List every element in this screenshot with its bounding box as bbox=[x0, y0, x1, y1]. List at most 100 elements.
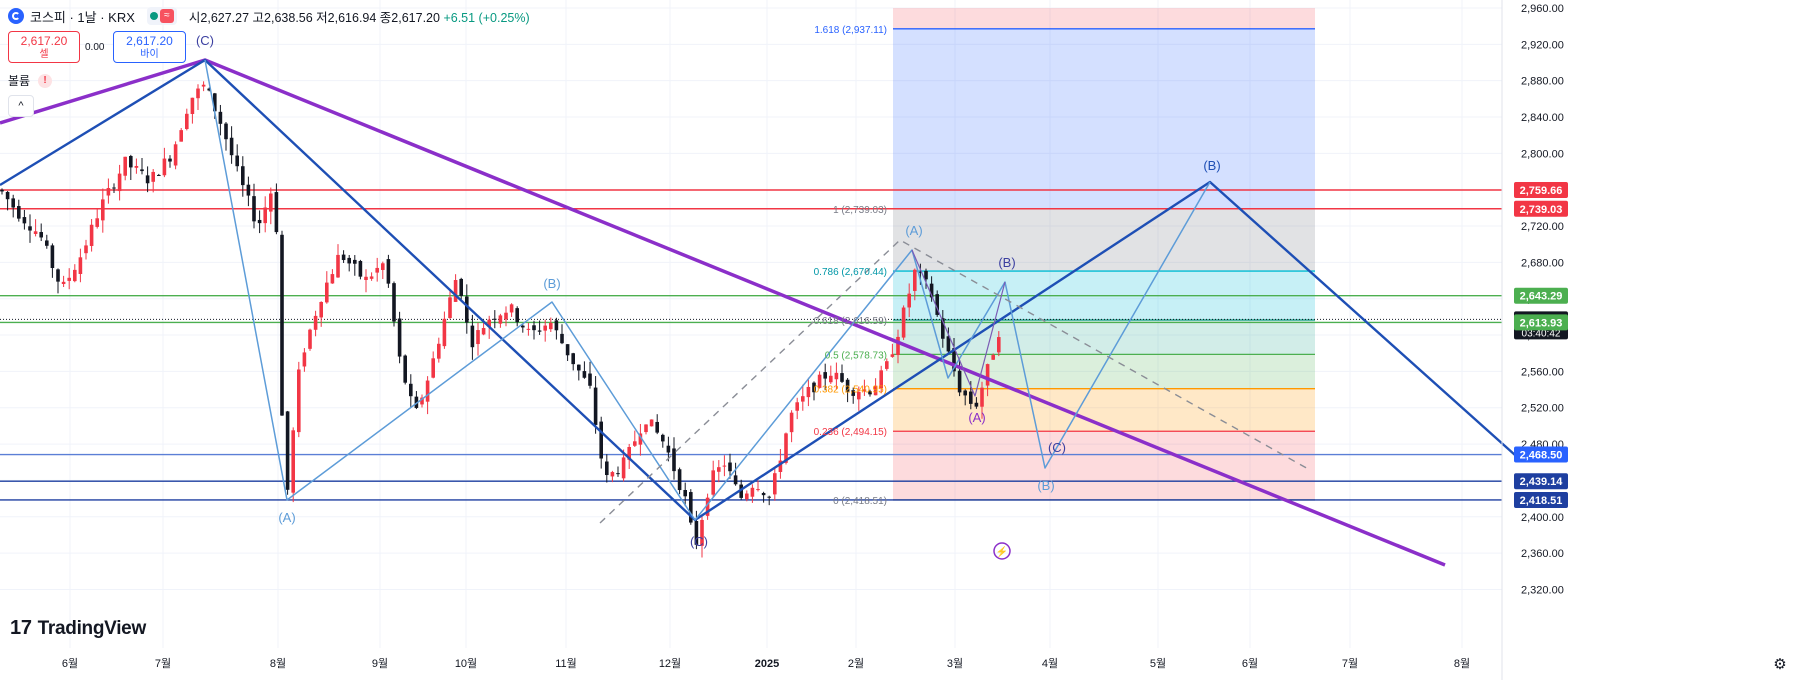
buy-button[interactable]: 2,617.20 바이 bbox=[113, 31, 186, 63]
countdown-label: 03:40:42 bbox=[1522, 328, 1561, 339]
tradingview-mark-icon: 17 bbox=[10, 617, 32, 639]
candle-body bbox=[761, 492, 766, 496]
candle-body bbox=[269, 193, 273, 212]
candle-body bbox=[997, 337, 1001, 353]
candle-body bbox=[913, 269, 917, 291]
candle-body bbox=[336, 254, 340, 278]
candle-body bbox=[537, 330, 542, 332]
fib-level-label: 0.5 (2,578.73) bbox=[825, 350, 887, 361]
time-tick-label: 8월 bbox=[270, 657, 286, 670]
candle-body bbox=[963, 390, 967, 396]
candle-body bbox=[627, 447, 631, 460]
collapse-button[interactable]: ^ bbox=[8, 95, 34, 117]
price-label-box bbox=[1514, 491, 1568, 508]
sell-button[interactable]: 2,617.20 셀 bbox=[8, 31, 80, 63]
candle-body bbox=[302, 352, 307, 367]
candle-body bbox=[5, 191, 10, 200]
candle-body bbox=[817, 374, 822, 388]
candle-body bbox=[347, 257, 351, 264]
price-label-box bbox=[1514, 473, 1568, 490]
time-tick-label: 11월 bbox=[555, 657, 577, 670]
symbol-title[interactable]: 코스피 · 1날 · KRX bbox=[30, 9, 135, 25]
candle-body bbox=[711, 470, 715, 495]
candle-body bbox=[554, 320, 559, 331]
candle-body bbox=[291, 430, 295, 493]
candle-body bbox=[140, 169, 144, 172]
price-tick-label: 2,400.00 bbox=[1521, 512, 1564, 524]
candle-body bbox=[134, 165, 139, 168]
candle-body bbox=[728, 462, 732, 472]
candle-body bbox=[649, 419, 654, 427]
candle-body bbox=[633, 441, 637, 446]
candle-body bbox=[78, 257, 83, 274]
fib-level-label: 0 (2,418.51) bbox=[833, 496, 887, 507]
candle-body bbox=[784, 433, 788, 463]
time-tick-label: 9월 bbox=[372, 657, 388, 670]
candle-body bbox=[381, 263, 385, 270]
candle-body bbox=[431, 358, 435, 378]
candle-body bbox=[448, 297, 452, 319]
candle-body bbox=[17, 206, 21, 219]
candle-body bbox=[358, 260, 363, 277]
elliott-wave-drawings bbox=[0, 58, 1516, 567]
wave-labels: (C) (A) (B) (C) (A) (A) (B) (C) (B) (B) ⚡ bbox=[196, 33, 1221, 560]
wave-label: (C) bbox=[196, 33, 214, 48]
fib-zone bbox=[893, 8, 1315, 29]
candle-body bbox=[274, 192, 279, 233]
market-status[interactable]: ≈ bbox=[146, 7, 177, 25]
time-tick-label: 10월 bbox=[455, 657, 477, 670]
price-label-text: 2,418.51 bbox=[1520, 495, 1563, 507]
candle-body bbox=[263, 207, 267, 224]
candle-body bbox=[235, 155, 239, 167]
candle-body bbox=[929, 283, 934, 298]
wave-label: (C) bbox=[1048, 440, 1066, 455]
gear-icon[interactable]: ⚙ bbox=[1773, 656, 1787, 673]
candle-body bbox=[672, 448, 676, 472]
candle-body bbox=[392, 283, 396, 322]
time-tick-label: 5월 bbox=[1150, 657, 1166, 670]
candle-body bbox=[280, 234, 284, 416]
wave-label: (B) bbox=[998, 255, 1015, 270]
fib-level-label: 0.618 (2,616.59) bbox=[814, 316, 887, 327]
price-label-box bbox=[1514, 446, 1568, 463]
fib-level-label: 0.786 (2,670.44) bbox=[814, 267, 887, 278]
price-tick-label: 2,920.00 bbox=[1521, 39, 1564, 51]
candle-body bbox=[896, 336, 900, 356]
tradingview-logo[interactable]: 17 TradingView bbox=[10, 617, 146, 640]
candle-body bbox=[470, 325, 475, 348]
candle-body bbox=[862, 389, 867, 392]
candle-body bbox=[694, 520, 699, 545]
candle-body bbox=[812, 382, 816, 393]
brand-name: TradingView bbox=[37, 617, 147, 639]
candle-body bbox=[515, 308, 519, 323]
candle-body bbox=[526, 328, 531, 330]
warning-icon[interactable]: ! bbox=[38, 73, 53, 88]
price-tick-label: 2,360.00 bbox=[1521, 548, 1564, 560]
candle-body bbox=[795, 402, 799, 411]
candle-body bbox=[185, 113, 189, 129]
fib-zone bbox=[893, 388, 1315, 432]
candle-body bbox=[498, 315, 503, 324]
candle-body bbox=[834, 372, 839, 380]
candle-body bbox=[890, 354, 895, 357]
candle-body bbox=[610, 472, 615, 477]
candle-body bbox=[733, 475, 738, 485]
candle-body bbox=[364, 276, 368, 280]
wave-label: (B) bbox=[1203, 158, 1220, 173]
volume-indicator[interactable]: 볼륨 ! bbox=[8, 72, 53, 89]
wave-label: (A) bbox=[905, 223, 922, 238]
candle-body bbox=[129, 156, 133, 168]
candle-body bbox=[84, 245, 88, 254]
price-axis[interactable]: 2,960.00 2,920.00 2,880.00 2,840.00 2,800.00… bbox=[1501, 0, 1564, 680]
candle-body bbox=[851, 390, 855, 396]
candle-body bbox=[879, 370, 883, 389]
price-tick-label: 2,680.00 bbox=[1521, 257, 1564, 269]
candle-body bbox=[487, 319, 491, 327]
price-tick-label: 2,960.00 bbox=[1521, 3, 1564, 15]
time-axis[interactable]: 6월 7월 8월 9월 10월 11월 12월 2025 2월 3월 4월 5월 6월 7월 8월 bbox=[0, 657, 1811, 670]
fib-zone bbox=[893, 319, 1315, 355]
candle-body bbox=[151, 171, 155, 182]
candle-body bbox=[745, 493, 749, 500]
candle-body bbox=[369, 276, 374, 279]
